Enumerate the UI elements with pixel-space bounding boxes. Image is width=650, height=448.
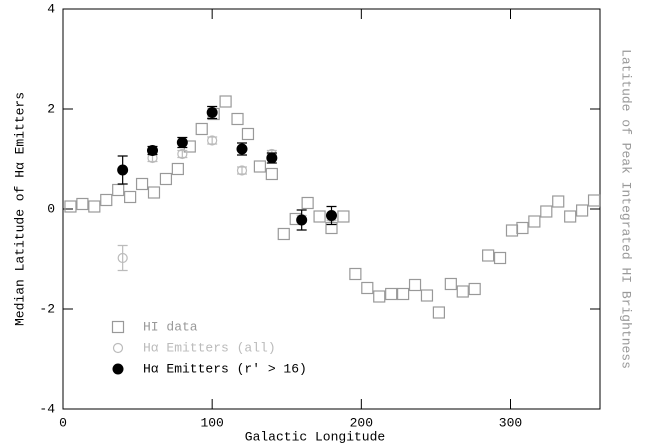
legend-label: Hα Emitters (r' > 16) — [143, 361, 307, 376]
point — [253, 160, 266, 173]
point — [587, 194, 601, 207]
point — [385, 287, 398, 301]
point — [493, 251, 507, 265]
point — [408, 278, 422, 292]
point — [456, 285, 469, 298]
point — [207, 135, 218, 146]
point — [540, 205, 553, 218]
y-tick-label: 4 — [47, 1, 55, 16]
point — [349, 267, 362, 281]
point — [176, 137, 188, 148]
point — [505, 224, 519, 237]
point — [117, 164, 129, 176]
point — [135, 177, 149, 191]
point — [420, 289, 434, 302]
legend-label: HI data — [143, 319, 198, 334]
point — [236, 143, 248, 155]
point — [397, 287, 410, 301]
point — [575, 204, 589, 217]
point — [482, 249, 495, 262]
point — [468, 282, 481, 296]
point — [528, 215, 541, 228]
legend-label: Hα Emitters (all) — [143, 340, 276, 355]
error-bar — [117, 244, 128, 272]
point — [219, 95, 232, 108]
point — [117, 252, 128, 264]
point — [147, 186, 161, 199]
y-axis-label: Median Latitude of Hα Emitters — [12, 92, 27, 326]
x-tick-label: 200 — [350, 415, 373, 430]
point — [266, 152, 278, 164]
legend-marker — [112, 363, 124, 375]
point — [552, 195, 565, 208]
point — [88, 200, 101, 213]
x-axis-label: Galactic Longitude — [245, 429, 385, 444]
point — [337, 210, 350, 223]
x-tick-label: 100 — [200, 415, 223, 430]
point — [171, 162, 184, 176]
legend-marker — [112, 342, 124, 354]
point — [313, 210, 326, 223]
point — [147, 145, 158, 156]
point — [76, 197, 89, 211]
point — [124, 190, 137, 204]
y-tick-label: -4 — [39, 401, 55, 416]
point — [444, 277, 457, 291]
point — [326, 210, 337, 221]
y2-axis-label: Latitude of Peak Integrated HI Brightnes… — [619, 49, 634, 369]
point — [564, 210, 577, 223]
point — [195, 122, 208, 136]
point — [361, 281, 374, 295]
x-tick-label: 0 — [59, 415, 67, 430]
y-tick-label: -2 — [39, 301, 55, 316]
y-tick-label: 0 — [47, 201, 55, 216]
point — [231, 112, 244, 126]
point — [432, 306, 445, 319]
point — [100, 193, 113, 207]
point — [277, 227, 290, 241]
point — [516, 221, 529, 235]
point — [112, 183, 125, 197]
point — [177, 148, 188, 160]
point — [296, 214, 308, 226]
point — [241, 127, 255, 141]
point — [236, 165, 248, 176]
legend-marker — [111, 320, 125, 334]
point — [265, 167, 278, 181]
point — [64, 200, 77, 213]
point — [159, 172, 173, 186]
point — [373, 290, 386, 303]
point — [301, 196, 314, 210]
y-tick-label: 2 — [47, 101, 55, 116]
x-tick-label: 300 — [499, 415, 522, 430]
point — [206, 107, 218, 118]
